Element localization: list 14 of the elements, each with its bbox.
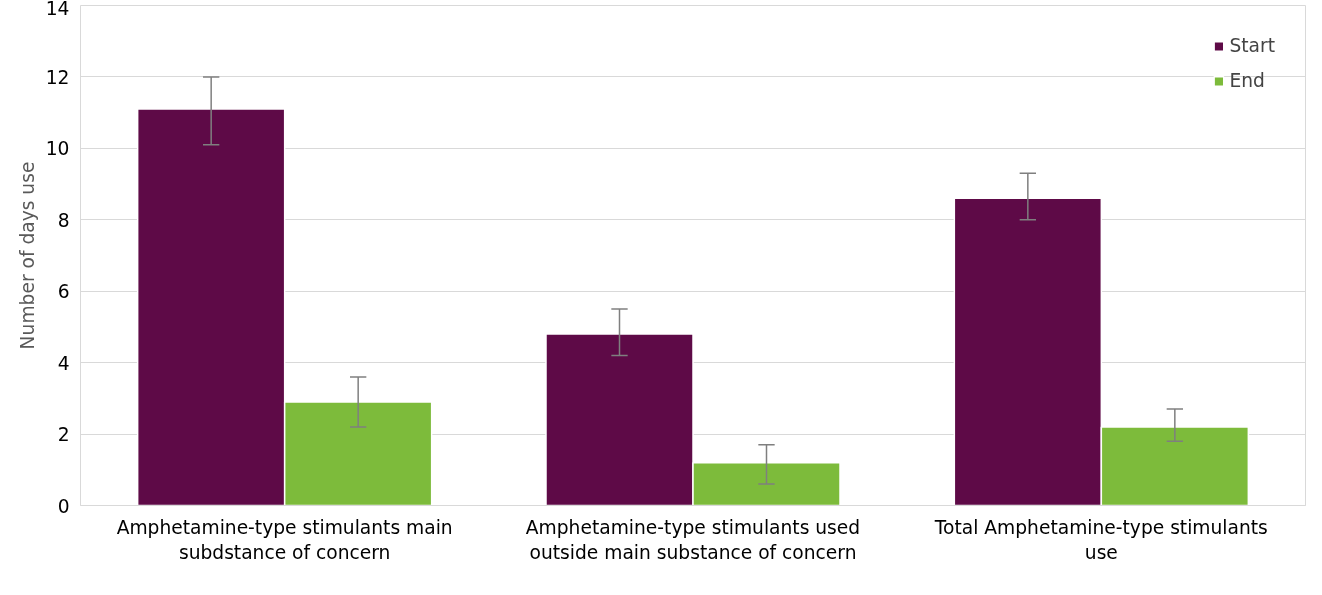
legend-label: Start: [1229, 35, 1275, 56]
x-tick-label: Amphetamine-type stimulants used outside main substance of concern: [525, 516, 861, 563]
x-tick-label: Total Amphetamine-type stimulants use: [933, 516, 1268, 563]
y-tick-label: 2: [57, 424, 70, 446]
y-tick-label: 8: [57, 209, 70, 231]
y-tick-label: 6: [57, 281, 70, 303]
y-tick-label: 0: [57, 495, 70, 517]
x-tick-label: Amphetamine-type stimulants main subdstance of concern: [116, 516, 453, 563]
y-tick-label: 4: [57, 352, 70, 374]
y-tick-label: 10: [45, 138, 70, 160]
y-tick-label: 12: [45, 66, 70, 88]
y-axis-title: Number of days use: [16, 161, 38, 350]
y-tick-label: 14: [45, 0, 70, 19]
legend-label: End: [1229, 70, 1265, 91]
